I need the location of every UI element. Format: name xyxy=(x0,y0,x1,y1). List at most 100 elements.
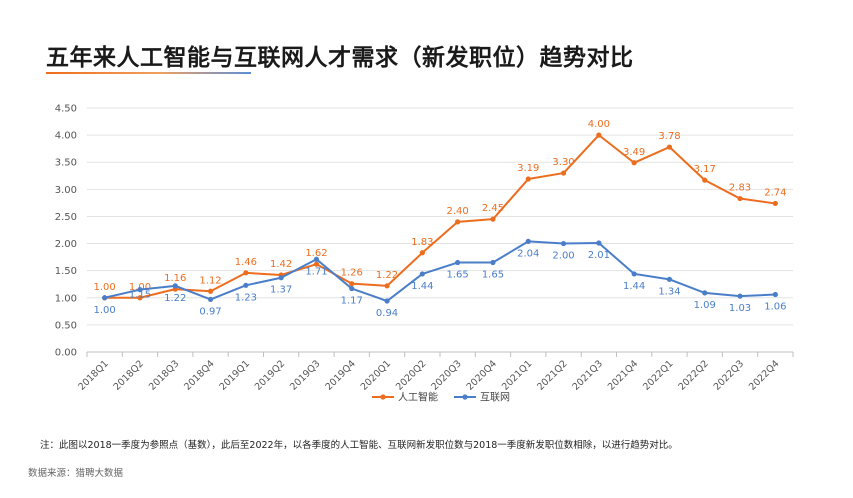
legend-marker xyxy=(380,394,386,400)
x-tick-label: 2021Q4 xyxy=(606,358,640,392)
x-tick-label: 2018Q3 xyxy=(147,358,181,392)
y-tick-label: 0.00 xyxy=(55,348,77,359)
chart-note: 注：此图以2018一季度为参照点（基数），此后至2022年，以各季度的人工智能、… xyxy=(40,440,678,451)
data-point xyxy=(207,288,214,294)
x-tick-label: 2020Q2 xyxy=(394,358,428,392)
x-tick-label: 2019Q4 xyxy=(323,358,357,392)
series-line xyxy=(104,134,776,299)
data-point xyxy=(702,177,708,183)
x-tick-label: 2019Q1 xyxy=(218,358,252,392)
data-point xyxy=(419,271,425,277)
data-label: 1.06 xyxy=(764,302,786,313)
data-label: 3.17 xyxy=(694,164,716,175)
data-point xyxy=(102,295,108,301)
data-point xyxy=(737,195,743,202)
y-tick-label: 4.00 xyxy=(55,131,77,142)
data-label: 1.09 xyxy=(694,300,716,311)
x-tick-label: 2019Q3 xyxy=(288,358,322,392)
data-point xyxy=(525,176,531,182)
data-point xyxy=(525,238,531,244)
data-point xyxy=(172,283,178,289)
data-point xyxy=(666,144,673,150)
data-label: 1.00 xyxy=(94,282,116,293)
legend-marker xyxy=(462,394,468,400)
data-point xyxy=(384,283,390,289)
data-label: 3.49 xyxy=(623,147,645,158)
data-point xyxy=(490,216,496,222)
data-label: 1.00 xyxy=(94,305,116,316)
data-label: 2.45 xyxy=(482,203,504,214)
data-point xyxy=(666,276,673,282)
y-tick-label: 3.50 xyxy=(55,158,77,169)
x-tick-label: 2022Q2 xyxy=(676,358,710,392)
data-label: 1.83 xyxy=(411,237,433,248)
data-label: 1.34 xyxy=(658,286,680,297)
data-point xyxy=(772,200,778,207)
legend-label: 人工智能 xyxy=(398,391,438,404)
data-label: 1.15 xyxy=(129,290,151,301)
data-label: 2.83 xyxy=(729,183,751,194)
y-tick-label: 1.00 xyxy=(55,293,77,304)
chart-title: 五年来人工智能与互联网人才需求（新发职位）趋势对比 xyxy=(46,45,634,71)
data-label: 0.94 xyxy=(376,308,398,319)
data-point xyxy=(137,295,143,301)
data-label: 2.74 xyxy=(764,187,786,198)
data-point xyxy=(349,281,355,287)
data-label: 1.03 xyxy=(729,303,751,314)
title-underline xyxy=(46,72,251,74)
x-tick-label: 2020Q4 xyxy=(465,358,499,392)
data-point xyxy=(207,296,214,303)
data-label: 3.30 xyxy=(552,157,574,168)
data-point xyxy=(137,287,143,293)
y-tick-label: 3.00 xyxy=(55,185,77,196)
data-label: 3.19 xyxy=(517,163,539,174)
data-source: 数据来源：猎聘大数据 xyxy=(28,468,124,479)
data-label: 1.17 xyxy=(341,296,363,307)
data-point xyxy=(313,256,320,262)
data-label: 1.12 xyxy=(199,275,221,286)
x-tick-label: 2020Q3 xyxy=(429,358,463,392)
data-label: 0.97 xyxy=(199,306,221,317)
data-label: 1.62 xyxy=(305,248,327,259)
x-tick-label: 2018Q2 xyxy=(112,358,146,392)
data-label: 3.78 xyxy=(658,131,680,142)
data-label: 1.22 xyxy=(164,293,186,304)
data-label: 1.44 xyxy=(623,281,645,292)
data-label: 1.22 xyxy=(376,270,398,281)
data-point xyxy=(772,291,778,298)
data-label: 1.42 xyxy=(270,259,292,270)
x-tick-label: 2022Q1 xyxy=(641,358,675,392)
data-point xyxy=(737,293,743,299)
data-label: 1.37 xyxy=(270,285,292,296)
y-tick-label: 4.50 xyxy=(55,104,77,115)
data-point xyxy=(596,240,602,246)
data-point xyxy=(702,290,708,296)
x-tick-label: 2022Q3 xyxy=(712,358,746,392)
data-label: 2.01 xyxy=(588,250,610,261)
data-point xyxy=(349,285,355,292)
series-line xyxy=(104,240,776,303)
data-point xyxy=(243,270,249,276)
data-point xyxy=(313,261,320,267)
data-label: 1.16 xyxy=(164,273,186,284)
data-point xyxy=(560,240,567,247)
line-chart: 0.00 0.50 1.00 1.50 2.00 2.50 3.00 3.50 4.00 4.50… xyxy=(0,92,853,432)
x-tick-label: 2018Q4 xyxy=(182,358,216,392)
y-tick-label: 1.50 xyxy=(55,266,77,277)
data-label: 1.65 xyxy=(447,270,469,281)
data-point xyxy=(631,271,637,277)
data-point xyxy=(278,275,284,281)
data-point xyxy=(455,219,461,225)
x-tick-label: 2020Q1 xyxy=(359,358,393,392)
x-tick-label: 2021Q2 xyxy=(535,358,569,392)
data-point xyxy=(384,298,390,304)
data-point xyxy=(243,282,249,288)
y-tick-label: 2.00 xyxy=(55,239,77,250)
data-label: 2.40 xyxy=(447,206,469,217)
data-label: 1.65 xyxy=(482,270,504,281)
data-point xyxy=(455,259,461,266)
data-point xyxy=(419,250,425,256)
x-tick-label: 2021Q3 xyxy=(571,358,605,392)
x-tick-label: 2021Q1 xyxy=(500,358,534,392)
x-tick-label: 2019Q2 xyxy=(253,358,287,392)
